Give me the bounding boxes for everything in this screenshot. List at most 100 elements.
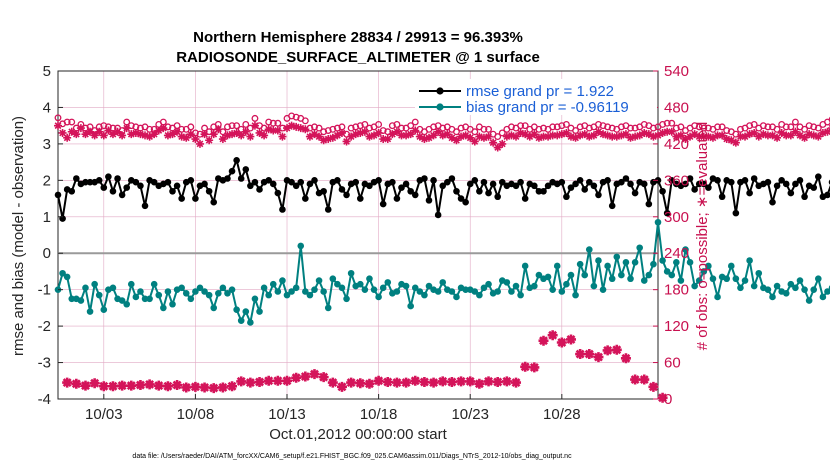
possible-point [764, 123, 772, 131]
rmse-point [695, 180, 703, 188]
possible-point [695, 123, 703, 131]
possible-point [649, 124, 657, 132]
evaluated-point [429, 131, 438, 140]
evaluated_daily-point [263, 375, 274, 386]
legend-rmse-label: rmse grand pr = 1.922 [466, 83, 614, 100]
possible-point [608, 124, 616, 132]
evaluated-point [548, 131, 557, 140]
evaluated-point [168, 130, 177, 139]
evaluated_daily-point [245, 377, 256, 388]
bias-point [63, 273, 71, 281]
possible-point [723, 127, 731, 134]
bias-point [141, 295, 149, 303]
evaluated-point [823, 127, 830, 136]
bias-point [682, 246, 689, 253]
evaluated_daily-point [327, 377, 338, 388]
evaluated_daily-point [584, 349, 595, 360]
possible-point [361, 121, 369, 128]
evaluated_daily-point [355, 378, 366, 389]
evaluated-point [54, 121, 62, 130]
evaluated-point [269, 126, 278, 135]
evaluated-point [388, 130, 397, 139]
rmse-point [334, 177, 341, 184]
evaluated-point [631, 132, 640, 141]
bias-point [274, 288, 282, 295]
evaluated-point [818, 128, 827, 137]
evaluated-point [773, 133, 782, 142]
tick-label-right: 480 [664, 99, 689, 116]
evaluated-point [699, 132, 708, 141]
evaluated-point [599, 130, 608, 139]
tick-label-left: 1 [43, 209, 51, 226]
evaluated-point [791, 127, 800, 136]
rmse-point [100, 184, 108, 191]
tick-label-left: 2 [43, 172, 51, 189]
rmse-point [705, 184, 712, 191]
rmse-point [425, 197, 433, 204]
rmse-point [192, 195, 199, 202]
evaluated-point [594, 127, 603, 136]
rmse-point [489, 180, 497, 188]
bias-point [563, 280, 570, 288]
bias-point [508, 288, 515, 295]
rmse-point [498, 178, 506, 186]
rmse-point [627, 180, 634, 188]
bias-point [109, 284, 117, 292]
rmse-point [801, 193, 808, 201]
tick-label-left: 3 [43, 136, 51, 153]
bias-point [370, 286, 378, 293]
evaluated-point [553, 131, 562, 140]
rmse-point [663, 209, 671, 217]
series-rmse [54, 156, 830, 222]
evaluated_daily-point [520, 361, 531, 372]
possible-point [315, 124, 323, 132]
possible-point [265, 118, 273, 126]
evaluated-point [521, 130, 530, 139]
bias-point [251, 295, 259, 303]
y-axis-label-left: rmse and bias (model - observation) [10, 116, 27, 356]
evaluated_daily-point [346, 377, 357, 388]
evaluated-point [525, 132, 534, 141]
evaluated-point [205, 136, 214, 145]
evaluated_daily-point [153, 380, 164, 391]
evaluated-point [264, 125, 273, 134]
bias-point [544, 273, 552, 281]
evaluated-point [287, 121, 296, 130]
possible-point [521, 122, 529, 130]
bias-point [302, 288, 309, 295]
rmse-point [572, 180, 579, 188]
evaluated_daily-point [401, 377, 412, 388]
bias-point [288, 288, 295, 295]
bias-point [709, 275, 717, 283]
evaluated-point [214, 125, 223, 134]
tick-label-x: 10/28 [543, 406, 581, 423]
evaluated-point [640, 128, 649, 137]
evaluated_daily-point [529, 362, 540, 373]
rmse-point [269, 180, 277, 188]
bias-point [741, 277, 749, 284]
rmse-point [411, 191, 419, 199]
evaluated_daily-point [217, 382, 228, 393]
possible-point [540, 124, 547, 132]
possible-point [100, 122, 108, 130]
bias-point [315, 277, 323, 284]
bias-point [224, 290, 231, 297]
series-layer [54, 112, 830, 403]
bias-point [517, 291, 524, 299]
evaluated-point [489, 138, 498, 147]
evaluated_daily-point [410, 375, 421, 386]
evaluated-point [420, 135, 429, 144]
possible-point [292, 113, 300, 121]
rmse-point [608, 202, 616, 210]
evaluated_daily-point [611, 344, 622, 355]
bias-point [732, 275, 740, 283]
evaluated_daily-point [117, 380, 128, 391]
evaluated-point [576, 131, 585, 140]
rmse-point [389, 178, 396, 186]
rmse-point [297, 178, 305, 186]
possible-point [485, 125, 492, 133]
evaluated-point [296, 124, 305, 133]
bias-point [494, 288, 501, 295]
rmse-point [604, 177, 611, 184]
evaluated-point [580, 130, 589, 139]
